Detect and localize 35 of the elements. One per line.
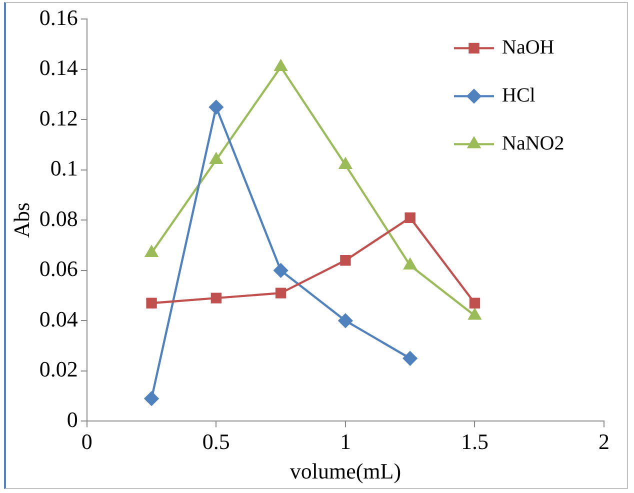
- point: [144, 391, 159, 406]
- point: [146, 298, 157, 308]
- point: [339, 158, 352, 170]
- y-tick-label: 0.16: [39, 4, 78, 30]
- y-tick-label: 0: [66, 406, 78, 432]
- point: [145, 246, 158, 257]
- y-tick-label: 0.14: [39, 55, 78, 80]
- y-tick-label: 0.08: [39, 206, 78, 231]
- point: [274, 60, 288, 72]
- point: [210, 292, 222, 304]
- x-tick-label: 0.5: [202, 429, 230, 454]
- y-tick-label: 0.1: [50, 156, 78, 181]
- point: [404, 212, 416, 224]
- legend-label: NaOH: [502, 36, 554, 58]
- point: [210, 152, 222, 164]
- x-tick-label: 2: [598, 429, 610, 454]
- point: [402, 351, 418, 366]
- point: [340, 255, 351, 266]
- point: [404, 258, 416, 270]
- point: [274, 263, 288, 278]
- y-axis-title: Abs: [8, 202, 34, 238]
- point: [338, 314, 353, 328]
- y-tick-label: 0.02: [39, 356, 78, 382]
- x-tick-label: 1: [340, 429, 351, 454]
- legend-label: NaNO2: [502, 132, 564, 154]
- point: [275, 288, 286, 298]
- legend-label: HCl: [502, 84, 536, 106]
- y-tick-label: 0.04: [39, 306, 78, 332]
- point: [469, 298, 480, 308]
- point: [209, 100, 224, 114]
- y-tick-label: 0.06: [39, 256, 78, 282]
- x-axis-title: volume(mL): [290, 458, 402, 484]
- point: [468, 308, 482, 320]
- y-tick-label: 0.12: [39, 105, 78, 130]
- x-tick-label: 1.5: [460, 429, 488, 454]
